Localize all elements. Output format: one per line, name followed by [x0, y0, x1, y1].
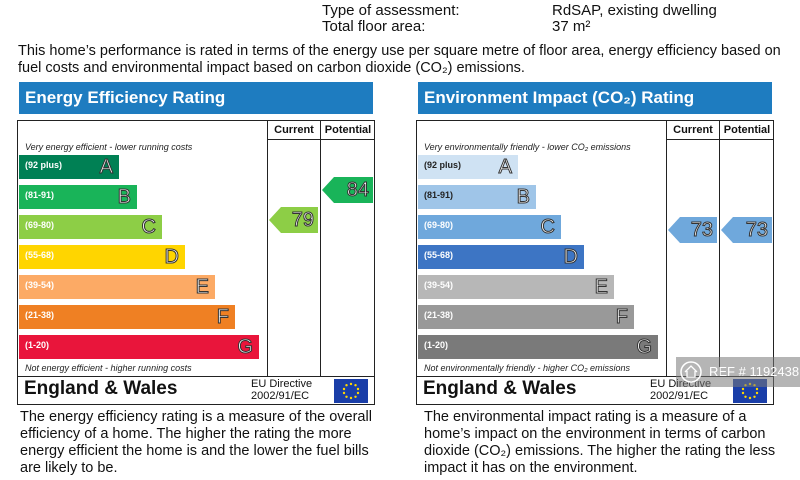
- environment-current-header: Current: [673, 124, 713, 136]
- energy-band-range: (92 plus): [25, 160, 63, 170]
- environment-band-letter: C: [540, 216, 555, 239]
- energy-band-a: (92 plus) A: [19, 155, 119, 179]
- environment-current-value: 73: [690, 219, 713, 242]
- environment-band-g: (1-20) G: [418, 335, 658, 359]
- environment-band-b: (81-91) B: [418, 185, 536, 209]
- environment-band-range: (1-20): [424, 340, 449, 350]
- environment-bottom-note: Not environmentally friendly - higher CO…: [424, 363, 631, 373]
- environment-band-letter: D: [563, 246, 578, 269]
- energy-band-letter: B: [117, 186, 131, 209]
- energy-band-b: (81-91) B: [19, 185, 137, 209]
- energy-potential-header: Potential: [324, 124, 372, 136]
- environment-impact-panel: Environment Impact (CO₂) Rating Current …: [416, 82, 774, 405]
- environment-potential-header: Potential: [723, 124, 771, 136]
- energy-band-letter: A: [99, 156, 113, 179]
- energy-region: England & Wales: [24, 378, 178, 399]
- energy-band-range: (55-68): [25, 250, 55, 260]
- energy-band-range: (39-54): [25, 280, 55, 290]
- environment-band-letter: F: [615, 306, 628, 329]
- environment-top-note: Very environmentally friendly - lower CO…: [424, 142, 631, 152]
- floor-area-value: 37 m²: [552, 18, 591, 35]
- energy-current-value: 79: [291, 209, 314, 232]
- energy-band-letter: C: [141, 216, 156, 239]
- environment-region: England & Wales: [423, 378, 577, 399]
- environment-band-letter: A: [498, 156, 512, 179]
- energy-potential-value: 84: [346, 179, 369, 202]
- energy-efficiency-panel: Energy Efficiency Rating Current Potenti…: [17, 82, 375, 405]
- environment-band-letter: B: [516, 186, 530, 209]
- environment-band-d: (55-68) D: [418, 245, 584, 269]
- energy-top-note: Very energy efficient - lower running co…: [25, 142, 193, 152]
- energy-current-header: Current: [274, 124, 314, 136]
- energy-potential-arrow-shape: [322, 177, 373, 203]
- environment-panel-title: Environment Impact (CO₂) Rating: [418, 82, 772, 114]
- energy-description: The energy efficiency rating is a measur…: [20, 409, 372, 476]
- energy-band-c: (69-80) C: [19, 215, 162, 239]
- environment-description: The environmental impact rating is a mea…: [424, 409, 776, 476]
- energy-band-range: (69-80): [25, 220, 55, 230]
- environment-potential-value: 73: [745, 219, 768, 242]
- eu-flag-icon: [334, 379, 368, 403]
- energy-bottom-note: Not energy efficient - higher running co…: [25, 363, 192, 373]
- energy-band-range: (81-91): [25, 190, 55, 200]
- ref-watermark: REF # 1192438: [676, 357, 800, 387]
- environment-band-range: (92 plus): [424, 160, 462, 170]
- energy-band-d: (55-68) D: [19, 245, 185, 269]
- energy-rating-frame: Current Potential Very energy efficient …: [17, 120, 375, 405]
- floor-area-label: Total floor area:: [322, 18, 426, 35]
- environment-band-range: (21-38): [424, 310, 454, 320]
- energy-directive: EU Directive 2002/91/EC: [251, 378, 313, 402]
- environment-band-range: (55-68): [424, 250, 454, 260]
- assessment-value: RdSAP, existing dwelling: [552, 2, 717, 19]
- environment-current-rating: 73: [668, 217, 717, 243]
- energy-band-g: (1-20) G: [19, 335, 259, 359]
- energy-band-range: (1-20): [25, 340, 50, 350]
- environment-potential-rating: 73: [721, 217, 772, 243]
- environment-band-range: (81-91): [424, 190, 454, 200]
- assessment-label: Type of assessment:: [322, 2, 460, 19]
- environment-band-range: (39-54): [424, 280, 454, 290]
- environment-band-letter: G: [636, 336, 653, 359]
- energy-band-f: (21-38) F: [19, 305, 235, 329]
- environment-rating-frame: Current Potential Very environmentally f…: [416, 120, 774, 405]
- environment-band-range: (69-80): [424, 220, 454, 230]
- energy-band-e: (39-54) E: [19, 275, 215, 299]
- environment-band-letter: E: [594, 276, 608, 299]
- energy-current-arrow-shape: [269, 207, 318, 233]
- energy-band-letter: D: [164, 246, 179, 269]
- energy-panel-title: Energy Efficiency Rating: [19, 82, 373, 114]
- environment-band-a: (92 plus) A: [418, 155, 518, 179]
- environment-band-f: (21-38) F: [418, 305, 634, 329]
- environment-band-e: (39-54) E: [418, 275, 614, 299]
- energy-band-range: (21-38): [25, 310, 55, 320]
- environment-potential-arrow-shape: [721, 217, 772, 243]
- energy-band-letter: G: [237, 336, 254, 359]
- environment-current-arrow-shape: [668, 217, 717, 243]
- ref-text: REF # 1192438: [709, 364, 800, 379]
- energy-band-letter: E: [195, 276, 209, 299]
- energy-current-rating: 79: [269, 207, 318, 233]
- energy-band-letter: F: [216, 306, 229, 329]
- energy-potential-rating: 84: [322, 177, 373, 203]
- intro-text: This home’s performance is rated in term…: [18, 43, 781, 76]
- home-icon: [684, 365, 698, 378]
- environment-band-c: (69-80) C: [418, 215, 561, 239]
